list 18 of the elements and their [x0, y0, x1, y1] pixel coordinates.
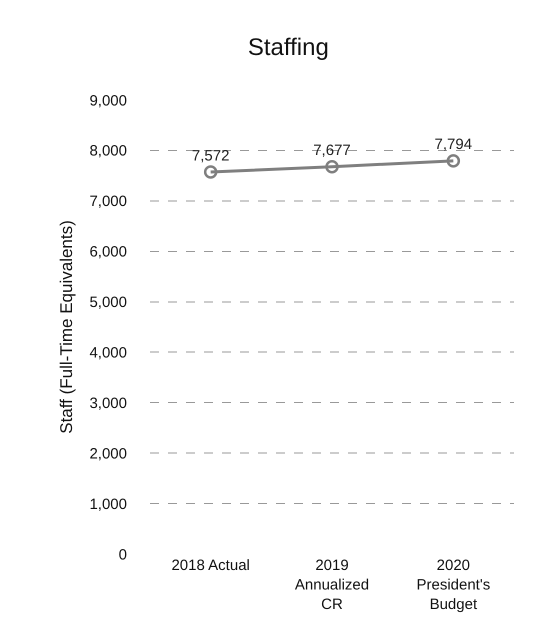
y-tick-label: 3,000 [89, 394, 127, 412]
y-tick-label: 0 [118, 546, 127, 564]
x-tick-label: 2018 Actual [171, 557, 250, 574]
data-label: 7,572 [192, 147, 230, 164]
y-tick-label: 6,000 [89, 244, 127, 261]
y-tick-label: 5,000 [89, 294, 127, 312]
y-axis-title: Staff (Full-Time Equivalents) [57, 220, 76, 434]
y-tick-label: 8,000 [89, 142, 127, 160]
data-label: 7,677 [313, 142, 351, 160]
chart-title: Staffing [248, 34, 329, 61]
y-tick-label: 9,000 [89, 92, 127, 110]
y-tick-label: 1,000 [89, 496, 127, 513]
x-tick-label: 2020 President's Budget [416, 557, 490, 613]
x-tick-label: 2019 Annualized CR [294, 557, 370, 613]
data-label: 7,794 [434, 136, 472, 154]
y-tick-label: 4,000 [89, 344, 127, 362]
y-tick-label: 7,000 [89, 193, 127, 210]
y-tick-label: 2,000 [89, 445, 127, 462]
